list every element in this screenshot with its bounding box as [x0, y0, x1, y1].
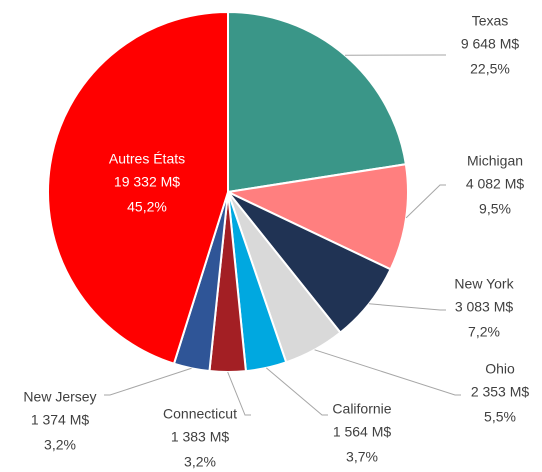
- leader-line: [369, 303, 446, 311]
- slice-value: 9 648 M$: [461, 36, 520, 52]
- slice-value: 1 564 M$: [333, 424, 392, 440]
- pie-slice: [227, 10, 407, 194]
- leader-line: [405, 184, 446, 219]
- leader-line: [104, 367, 192, 396]
- pie-slice: [47, 10, 229, 365]
- slice-name: New Jersey: [23, 389, 96, 405]
- slice-percent: 3,7%: [346, 449, 378, 465]
- leader-line: [227, 371, 251, 416]
- slice-name: Michigan: [467, 153, 523, 169]
- slice-value: 4 082 M$: [466, 176, 525, 192]
- slice-name: Texas: [472, 13, 509, 29]
- slice-percent: 45,2%: [127, 199, 167, 215]
- slice-percent: 3,2%: [44, 437, 76, 453]
- slice-value: 3 083 M$: [455, 299, 514, 315]
- slice-value: 2 353 M$: [471, 384, 530, 400]
- slice-name: Ohio: [485, 361, 515, 377]
- leader-line: [265, 367, 328, 416]
- slice-name: New York: [454, 276, 514, 292]
- slice-value: 1 383 M$: [171, 429, 230, 445]
- slice-name: Californie: [332, 401, 391, 417]
- slice-percent: 3,2%: [184, 454, 216, 470]
- slice-percent: 9,5%: [479, 201, 511, 217]
- slice-value: 1 374 M$: [31, 412, 90, 428]
- slice-percent: 22,5%: [470, 61, 510, 77]
- slice-value: 19 332 M$: [114, 174, 180, 190]
- slice-name: Connecticut: [163, 406, 237, 422]
- slice-percent: 7,2%: [468, 324, 500, 340]
- slice-name: Autres États: [109, 151, 185, 167]
- slice-percent: 5,5%: [484, 409, 516, 425]
- leader-line: [314, 349, 461, 396]
